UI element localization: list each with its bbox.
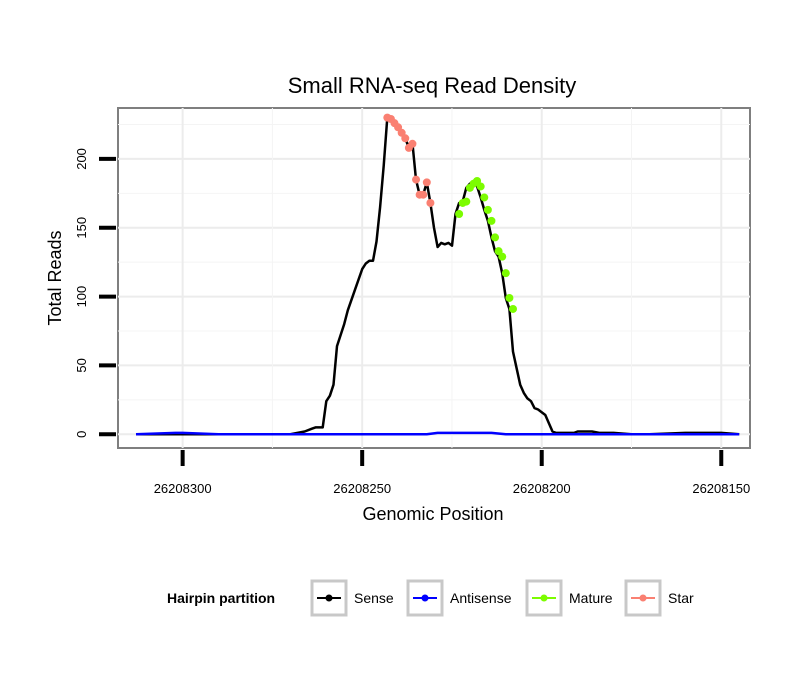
chart-title: Small RNA-seq Read Density: [288, 73, 577, 98]
legend-label-star: Star: [668, 590, 694, 606]
legend-label-antisense: Antisense: [450, 590, 512, 606]
data-point-mature: [462, 197, 471, 206]
x-tick-label: 26208300: [154, 481, 212, 496]
legend-label-sense: Sense: [354, 590, 394, 606]
data-point-mature: [505, 293, 514, 302]
data-point-star: [412, 175, 421, 184]
data-point-mature: [455, 209, 464, 218]
y-tick-label: 200: [74, 148, 89, 170]
data-point-star: [408, 139, 417, 148]
y-tick-label: 150: [74, 217, 89, 239]
y-axis-label: Total Reads: [45, 230, 65, 325]
y-tick-label: 0: [74, 431, 89, 438]
data-point-mature: [487, 216, 496, 225]
series-line-antisense: [135, 431, 740, 436]
legend-key-point: [421, 594, 429, 602]
x-axis: 26208300 26208250 26208200 26208150: [154, 450, 750, 496]
data-point-star: [401, 134, 410, 143]
x-tick-label: 26208250: [333, 481, 391, 496]
legend-key-point: [325, 594, 333, 602]
legend-key-point: [639, 594, 647, 602]
x-tick-label: 26208150: [692, 481, 750, 496]
y-tick-label: 100: [74, 286, 89, 308]
data-point-mature: [509, 304, 517, 313]
y-axis: 0 50 100 150 200: [74, 148, 116, 438]
x-axis-label: Genomic Position: [362, 504, 503, 524]
x-tick-label: 26208200: [513, 481, 571, 496]
legend: Hairpin partition Sense Antisense Mature St…: [167, 579, 694, 617]
legend-title: Hairpin partition: [167, 590, 275, 606]
data-point-mature: [491, 233, 500, 242]
data-point-mature: [480, 193, 489, 202]
data-point-star: [422, 178, 431, 187]
legend-key-point: [540, 594, 548, 602]
y-tick-label: 50: [74, 358, 89, 372]
data-point-mature: [483, 205, 492, 214]
data-point-star: [419, 190, 428, 199]
data-point-mature: [501, 269, 510, 278]
data-point-star: [426, 198, 435, 207]
legend-label-mature: Mature: [569, 590, 613, 606]
data-point-mature: [476, 182, 485, 191]
series-points: [383, 113, 517, 313]
plot-panel: [117, 107, 751, 449]
data-point-mature: [498, 252, 507, 261]
